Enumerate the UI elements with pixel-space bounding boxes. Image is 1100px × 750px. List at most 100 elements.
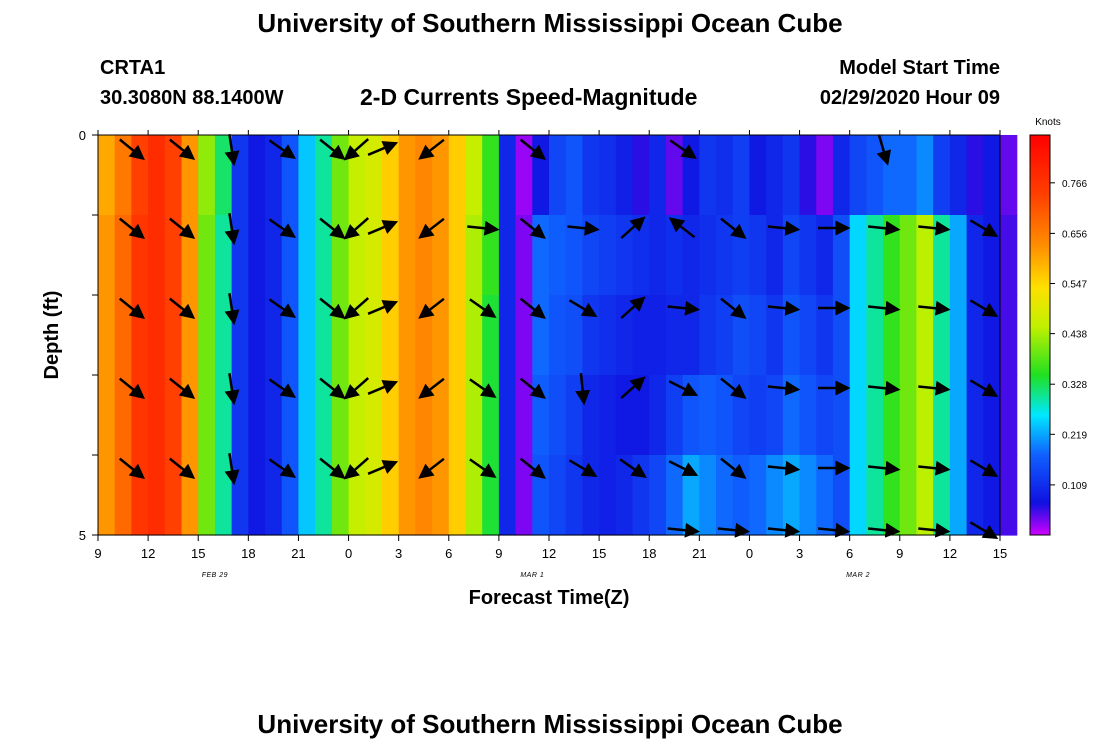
y-axis-label: Depth (ft) [41,291,63,380]
current-arrow [469,378,497,399]
current-arrow [319,377,346,399]
current-arrow [969,219,999,237]
x-tick-label: 0 [345,546,352,561]
heatmap-cell [315,375,333,456]
current-arrow [118,217,146,239]
heatmap-cell [966,455,984,536]
current-arrow [969,379,999,397]
heatmap-cell [365,215,383,296]
heatmap-cell [398,135,416,216]
heatmap-cell [799,375,817,456]
heatmap-cell [281,215,300,296]
current-arrow [767,460,801,476]
heatmap-cell [549,295,567,376]
heatmap-cell [331,375,350,456]
heatmap-cell [799,295,817,376]
heatmap-cell [615,375,634,456]
heatmap-cell [465,215,483,296]
heatmap-cell [682,215,700,296]
heatmap-cell [1000,455,1018,536]
heatmap-cell [532,375,550,456]
heatmap-cell [432,455,450,536]
colorbar-tick-label: 0.547 [1062,280,1087,291]
heatmap-cell [832,135,851,216]
heatmap-cell [615,135,634,216]
x-tick-label: 18 [642,546,656,561]
heatmap-cell [231,135,249,216]
heatmap-cell [181,375,199,456]
current-arrow [224,373,240,406]
heatmap-cell [214,375,233,456]
heatmap-cell [682,135,700,216]
colorbar-tick-label: 0.766 [1062,179,1087,190]
current-arrow [343,377,370,400]
heatmap-cell [1000,215,1018,296]
x-tick-label: 6 [445,546,452,561]
heatmap-cell [866,455,884,536]
heatmap-cell [181,295,199,376]
heatmap-cell [315,215,333,296]
current-vector-arrows [118,134,999,539]
heatmap-cell [248,215,266,296]
current-arrow [224,134,240,167]
heatmap-cell [749,215,767,296]
heatmap-cell [766,455,784,536]
heatmap-cell [98,375,116,456]
model-start-label: Model Start Time [839,57,1000,79]
heatmap-cell [114,455,132,536]
heatmap-cell [983,455,1001,536]
heatmap-cell [398,455,416,536]
heatmap-cell [782,135,801,216]
heatmap-cell [916,295,934,376]
x-tick-label: 0 [746,546,753,561]
current-arrow [418,217,445,239]
heatmap-cell [849,135,867,216]
heatmap-cell [432,295,450,376]
heatmap-cell [515,295,533,376]
heatmap-cell [365,375,383,456]
heatmap-cell [549,455,567,536]
heatmap-cell [565,295,583,376]
x-tick-label: 12 [141,546,155,561]
heatmap-cell [265,455,283,536]
current-arrow [575,372,591,406]
current-arrow [367,460,399,475]
heatmap-cell [515,375,533,456]
model-start-value: 02/29/2020 Hour 09 [819,87,1000,109]
heatmap-cell [949,295,968,376]
current-arrow [720,377,747,399]
heatmap-cell [665,455,684,536]
heatmap-cell [131,215,149,296]
heatmap-cell [749,455,767,536]
heatmap-cell [231,375,249,456]
heatmap-cell [131,455,149,536]
heatmap-cell [849,215,867,296]
heatmap-cell [248,135,266,216]
heatmap-cell [98,295,116,376]
heatmap-cell [515,135,533,216]
current-arrow [367,380,399,395]
heatmap-cell [649,295,667,376]
heatmap-cell [482,295,500,376]
current-arrow [717,522,751,538]
current-arrow [876,134,892,166]
x-tick-label: 15 [592,546,606,561]
heatmap-cell [265,375,283,456]
heatmap-cell [231,295,249,376]
heatmap-cell [381,375,400,456]
heatmap-cell [265,135,283,216]
heatmap-cell [582,295,600,376]
current-arrow [169,457,196,479]
heatmap-cell [649,135,667,216]
heatmap-cell [148,135,166,216]
current-arrow [767,300,801,316]
heatmap-cell [599,295,617,376]
current-arrow [343,297,370,320]
current-arrow [343,217,370,240]
heatmap-cell [649,375,667,456]
heatmap-cell [983,295,1001,376]
heatmap-cell [649,455,667,536]
heatmap-cell [816,215,834,296]
heatmap-cell [214,295,233,376]
